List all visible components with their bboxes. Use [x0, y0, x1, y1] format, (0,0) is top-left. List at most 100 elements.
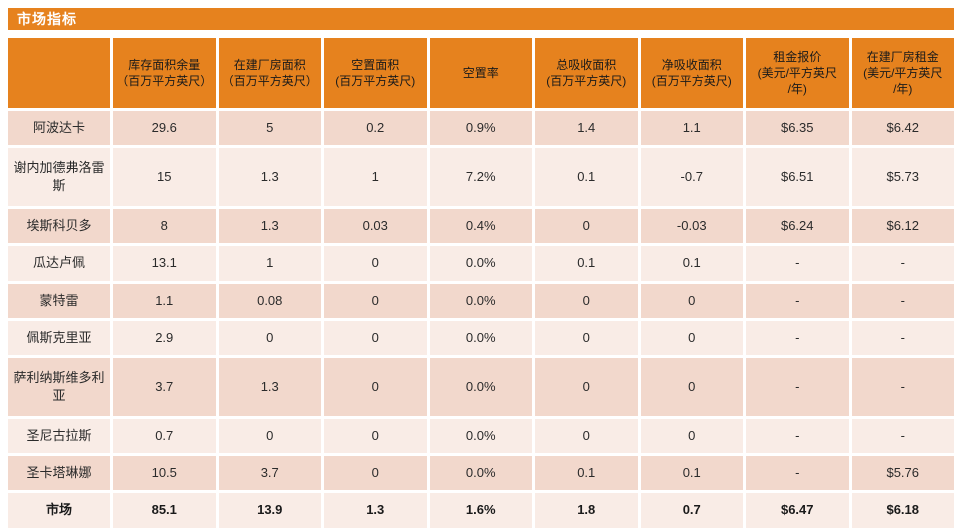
row-label: 市场 [8, 493, 110, 528]
value-cell: $6.12 [851, 209, 954, 244]
value-cell: 0 [535, 357, 638, 416]
value-cell: 0.2 [324, 111, 427, 146]
value-cell: 15 [113, 148, 216, 207]
value-cell: $6.51 [746, 148, 849, 207]
column-header: 总吸收面积 (百万平方英尺) [535, 38, 638, 108]
row-label: 圣尼古拉斯 [8, 418, 110, 454]
table-row: 瓜达卢佩 13.1 1 0 0.0% 0.1 0.1- - [8, 246, 954, 281]
value-cell: 1.3 [218, 357, 321, 416]
value-cell: 0 [324, 246, 427, 281]
table-row: 萨利纳斯维多利亚 3.7 1.3 0 0.0% 0 0- - [8, 357, 954, 416]
value-cell: 0 [535, 418, 638, 454]
column-header: 空置率 [429, 38, 532, 108]
page-title: 市场指标 [8, 8, 954, 30]
value-cell: $6.18 [851, 493, 954, 528]
corner-header-cell [8, 38, 110, 108]
column-header: 空置面积 (百万平方英尺) [324, 38, 427, 108]
table-header: 库存面积余量 （百万平方英尺） 在建厂房面积 （百万平方英尺） 空置面积 (百万平方… [8, 38, 954, 108]
value-cell: 0.4% [429, 209, 532, 244]
value-cell: 1.1 [640, 111, 743, 146]
column-header: 在建厂房面积 （百万平方英尺） [218, 38, 321, 108]
table-row: 圣尼古拉斯 0.7 0 0 0.0% 0 0- - [8, 418, 954, 454]
value-cell: 0.9% [429, 111, 532, 146]
table-row: 埃斯科贝多 8 1.3 0.03 0.4% 0 -0.03 $6.24 $6.12 [8, 209, 954, 244]
value-cell: 0.7 [113, 418, 216, 454]
value-cell: 0.0% [429, 283, 532, 318]
row-label: 谢内加德弗洛雷斯 [8, 148, 110, 207]
value-cell: 0 [535, 320, 638, 355]
value-cell: 0 [640, 283, 743, 318]
value-cell: 0.03 [324, 209, 427, 244]
value-cell: 3.7 [218, 456, 321, 491]
table-row: 谢内加德弗洛雷斯 15 1.3 1 7.2% 0.1 -0.7 $6.51 $5.73 [8, 148, 954, 207]
value-cell: 0.1 [640, 456, 743, 491]
column-header: 在建厂房租金 (美元/平方英尺 /年) [851, 38, 954, 108]
row-label: 埃斯科贝多 [8, 209, 110, 244]
row-label: 瓜达卢佩 [8, 246, 110, 281]
value-cell: - [746, 283, 849, 318]
value-cell: 0 [640, 418, 743, 454]
header-row: 库存面积余量 （百万平方英尺） 在建厂房面积 （百万平方英尺） 空置面积 (百万平方… [8, 38, 954, 108]
value-cell: 0.7 [640, 493, 743, 528]
value-cell: 7.2% [429, 148, 532, 207]
column-header: 租金报价 (美元/平方英尺 /年) [746, 38, 849, 108]
table-body: 阿波达卡 29.6 5 0.2 0.9% 1.4 1.1 $6.35 $6.42 谢内加德弗洛雷斯… [8, 111, 954, 528]
value-cell: 1.3 [218, 148, 321, 207]
value-cell: 1 [324, 148, 427, 207]
row-label: 圣卡塔琳娜 [8, 456, 110, 491]
value-cell: 0.0% [429, 246, 532, 281]
table-row: 蒙特雷 1.1 0.08 0 0.0% 0 0- - [8, 283, 954, 318]
value-cell: 0.0% [429, 418, 532, 454]
value-cell: 2.9 [113, 320, 216, 355]
value-cell: 0.1 [640, 246, 743, 281]
value-cell: 0 [324, 283, 427, 318]
value-cell: 1.3 [324, 493, 427, 528]
value-cell: 5 [218, 111, 321, 146]
value-cell: - [746, 246, 849, 281]
row-label: 萨利纳斯维多利亚 [8, 357, 110, 416]
row-label: 佩斯克里亚 [8, 320, 110, 355]
value-cell: 1.8 [535, 493, 638, 528]
value-cell: 0 [324, 357, 427, 416]
value-cell: $6.24 [746, 209, 849, 244]
value-cell: 85.1 [113, 493, 216, 528]
value-cell: - [851, 283, 954, 318]
value-cell: -0.03 [640, 209, 743, 244]
value-cell: 1 [218, 246, 321, 281]
value-cell: 0 [640, 320, 743, 355]
row-label: 阿波达卡 [8, 111, 110, 146]
value-cell: 13.1 [113, 246, 216, 281]
value-cell: - [746, 456, 849, 491]
value-cell: $6.42 [851, 111, 954, 146]
value-cell: - [851, 418, 954, 454]
column-header: 库存面积余量 （百万平方英尺） [113, 38, 216, 108]
value-cell: $6.35 [746, 111, 849, 146]
value-cell: 0 [218, 320, 321, 355]
value-cell: $6.47 [746, 493, 849, 528]
value-cell: 0 [324, 418, 427, 454]
value-cell: 1.6% [429, 493, 532, 528]
value-cell: 1.4 [535, 111, 638, 146]
value-cell: 13.9 [218, 493, 321, 528]
value-cell: -0.7 [640, 148, 743, 207]
value-cell: - [851, 246, 954, 281]
market-indicators-table: 库存面积余量 （百万平方英尺） 在建厂房面积 （百万平方英尺） 空置面积 (百万平方… [5, 35, 957, 531]
value-cell: 0 [218, 418, 321, 454]
value-cell: 0 [535, 283, 638, 318]
value-cell: 0.0% [429, 357, 532, 416]
table-row: 阿波达卡 29.6 5 0.2 0.9% 1.4 1.1 $6.35 $6.42 [8, 111, 954, 146]
value-cell: - [851, 320, 954, 355]
value-cell: - [746, 418, 849, 454]
value-cell: 0 [535, 209, 638, 244]
value-cell: 29.6 [113, 111, 216, 146]
value-cell: - [851, 357, 954, 416]
column-header: 净吸收面积 (百万平方英尺) [640, 38, 743, 108]
value-cell: 1.1 [113, 283, 216, 318]
table-row: 佩斯克里亚 2.9 0 0 0.0% 0 0- - [8, 320, 954, 355]
value-cell: - [746, 357, 849, 416]
total-row: 市场 85.1 13.9 1.3 1.6% 1.8 0.7 $6.47 $6.18 [8, 493, 954, 528]
value-cell: 0 [324, 320, 427, 355]
value-cell: 1.3 [218, 209, 321, 244]
value-cell: 0.0% [429, 320, 532, 355]
value-cell: 0 [640, 357, 743, 416]
